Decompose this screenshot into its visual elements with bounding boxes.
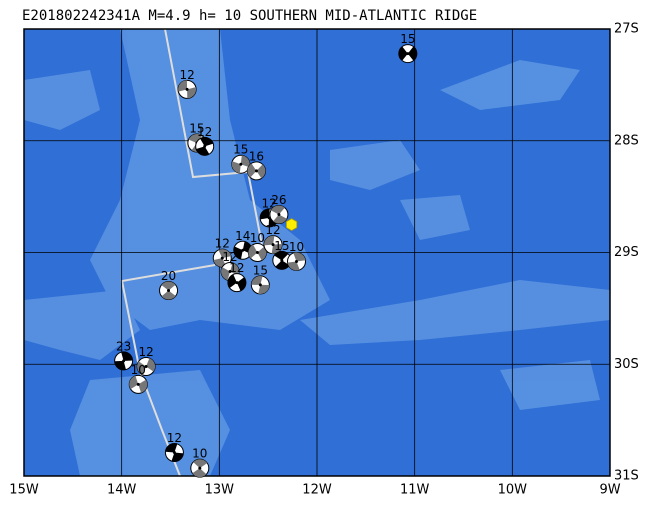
- focal-mechanism: [195, 136, 215, 156]
- depth-label: 15: [400, 32, 415, 46]
- depth-label: 15: [253, 263, 268, 277]
- beachball-center: [254, 169, 258, 173]
- x-tick-label: 13W: [205, 483, 235, 498]
- focal-mechanism: [114, 351, 134, 371]
- x-tick-label: 14W: [107, 483, 137, 498]
- beachball-center: [172, 451, 176, 455]
- beachball-center: [277, 213, 281, 217]
- depth-label: 10: [131, 363, 146, 377]
- beachball-center: [122, 359, 126, 363]
- depth-label: 12: [265, 223, 280, 237]
- beachball-center: [144, 364, 148, 368]
- focal-mechanism: [246, 161, 266, 181]
- depth-label: 12: [167, 431, 182, 445]
- x-tick-label: 15W: [9, 483, 39, 498]
- focal-mechanism: [263, 235, 283, 255]
- focal-mechanism: [227, 273, 247, 293]
- focal-mechanism: [164, 443, 184, 463]
- depth-label: 23: [116, 339, 131, 353]
- y-tick-label: 28S: [614, 133, 639, 148]
- beachball-center: [235, 281, 239, 285]
- depth-label: 10: [289, 240, 304, 254]
- beachball-center: [406, 52, 410, 56]
- depth-label: 12: [215, 237, 230, 251]
- beachball-center: [220, 256, 224, 260]
- depth-label: 12: [222, 250, 237, 264]
- depth-label: 20: [161, 269, 176, 283]
- depth-label: 12: [197, 125, 212, 139]
- y-tick-label: 27S: [614, 22, 639, 37]
- depth-label: 12: [229, 261, 244, 275]
- y-tick-label: 30S: [614, 357, 639, 372]
- depth-label: 16: [249, 149, 264, 163]
- beachball-compression: [287, 252, 306, 271]
- depth-label: 12: [138, 345, 153, 359]
- focal-mechanism: [247, 243, 267, 262]
- x-tick-label: 11W: [400, 483, 430, 498]
- depth-label: 26: [271, 193, 286, 207]
- beachball-center: [239, 162, 243, 166]
- depth-label: 10: [250, 231, 265, 245]
- y-tick-label: 31S: [614, 469, 639, 484]
- beachball-center: [136, 382, 140, 386]
- epicenter-marker: [285, 218, 298, 232]
- focal-mechanism: [272, 250, 292, 270]
- focal-mechanism: [190, 458, 210, 478]
- beachball-center: [280, 258, 284, 262]
- beachball-center: [228, 269, 232, 273]
- depth-label: 12: [262, 196, 277, 210]
- x-tick-label: 9W: [599, 483, 620, 498]
- y-tick-label: 29S: [614, 245, 639, 260]
- depth-label: 15: [189, 121, 204, 135]
- beachball-center: [294, 259, 298, 263]
- x-tick-label: 10W: [498, 483, 528, 498]
- focal-mechanism: [136, 356, 156, 376]
- depth-label: 15: [274, 239, 289, 253]
- map-title: E201802242341A M=4.9 h= 10 SOUTHERN MID-…: [22, 8, 477, 24]
- focal-mechanism: [233, 240, 253, 260]
- beachball-center: [241, 248, 245, 252]
- beachball-compression: [165, 443, 184, 462]
- beachball-center: [167, 288, 171, 292]
- beachball-center: [258, 283, 262, 287]
- depth-label: 10: [192, 447, 207, 461]
- beachball-center: [198, 466, 202, 470]
- beachball-center: [255, 251, 259, 254]
- depth-label: 14: [235, 229, 250, 243]
- focal-mechanism: [269, 205, 289, 225]
- beachball-center: [185, 87, 189, 91]
- beachball-center: [271, 243, 275, 247]
- map-frame: [23, 28, 611, 477]
- focal-mechanism: [128, 374, 148, 394]
- focal-mechanism: [177, 79, 197, 99]
- focal-mechanism: [220, 261, 240, 281]
- focal-mechanism: [159, 280, 179, 300]
- beachball-compression: [196, 137, 214, 156]
- depth-label: 15: [233, 143, 248, 157]
- x-tick-label: 12W: [302, 483, 332, 498]
- focal-mechanism: [398, 44, 418, 64]
- focal-mechanism: [250, 275, 270, 295]
- depth-label: 12: [179, 68, 194, 82]
- focal-mechanism: [286, 251, 306, 271]
- beachball-compression: [137, 358, 156, 375]
- beachball-center: [203, 144, 207, 148]
